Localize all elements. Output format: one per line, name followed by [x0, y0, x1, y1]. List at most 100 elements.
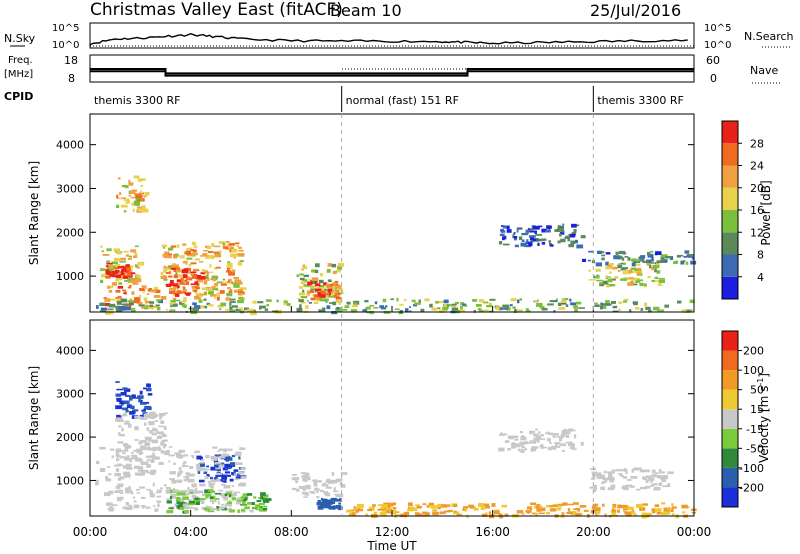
heatmap-cell [246, 493, 253, 496]
heatmap-cell [547, 437, 551, 442]
heatmap-cell [311, 277, 319, 281]
heatmap-cell [151, 454, 156, 459]
heatmap-cell [517, 448, 521, 452]
heatmap-cell [335, 285, 342, 289]
heatmap-cell [629, 309, 632, 313]
heatmap-cell [144, 422, 147, 426]
heatmap-cell [120, 450, 127, 452]
heatmap-cell [372, 504, 376, 507]
heatmap-cell [145, 413, 148, 416]
heatmap-cell [333, 295, 337, 298]
heatmap-cell [527, 310, 531, 313]
heatmap-cell [166, 450, 170, 454]
heatmap-cell [533, 433, 539, 437]
heatmap-cell [541, 241, 546, 245]
heatmap-cell [134, 278, 142, 283]
heatmap-cell [181, 280, 186, 285]
heatmap-cell [201, 493, 209, 496]
heatmap-cell [329, 302, 336, 304]
heatmap-cell [603, 470, 607, 474]
heatmap-cell [169, 290, 176, 294]
heatmap-cell [117, 477, 121, 481]
heatmap-cell [131, 309, 136, 313]
freq-label: Freq. [8, 55, 33, 66]
heatmap-cell [617, 504, 622, 509]
heatmap-cell [192, 307, 199, 311]
heatmap-cell [324, 285, 329, 288]
heatmap-cell [137, 261, 145, 266]
heatmap-cell [241, 499, 247, 502]
nsky-label: N.Sky [4, 32, 36, 45]
heatmap-cell [118, 419, 122, 423]
heatmap-cell [180, 490, 188, 493]
heatmap-cell [420, 308, 425, 312]
heatmap-cell [186, 257, 193, 260]
heatmap-cell [220, 479, 224, 482]
nsearch-label: N.Search [744, 30, 794, 43]
heatmap-cell [539, 438, 546, 440]
cpid-panel: CPID themis 3300 RF normal (fast) 151 RF t… [4, 86, 684, 112]
heatmap-cell [132, 496, 136, 499]
heatmap-cell [601, 251, 605, 254]
heatmap-cell [163, 269, 167, 273]
heatmap-cell [230, 253, 237, 258]
heatmap-cell [147, 440, 155, 442]
heatmap-cell [685, 261, 689, 265]
heatmap-cell [340, 484, 346, 488]
heatmap-cell [557, 227, 565, 232]
heatmap-cell [164, 251, 170, 256]
heatmap-cell [472, 299, 478, 302]
heatmap-cell [617, 270, 621, 272]
heatmap-cell [218, 465, 224, 468]
heatmap-cell [95, 479, 99, 482]
heatmap-cell [188, 264, 192, 267]
heatmap-cell [666, 507, 671, 510]
heatmap-cell [690, 260, 697, 265]
heatmap-cell [642, 469, 650, 473]
heatmap-cell [225, 297, 231, 301]
heatmap-cell [654, 504, 660, 508]
heatmap-cell [123, 292, 127, 295]
heatmap-cell [135, 297, 138, 299]
heatmap-cell [213, 507, 219, 511]
heatmap-cell [651, 508, 656, 512]
heatmap-cell [647, 486, 651, 489]
heatmap-cell [680, 260, 685, 265]
heatmap-cell [651, 469, 656, 474]
heatmap-cell [561, 302, 567, 305]
heatmap-cell [190, 249, 194, 252]
heatmap-cell [514, 309, 517, 313]
heatmap-cell [169, 478, 175, 481]
heatmap-cell [192, 302, 197, 306]
heatmap-cell [631, 271, 637, 273]
heatmap-cell [157, 432, 162, 435]
heatmap-cell [318, 279, 324, 284]
heatmap-cell [390, 504, 393, 507]
heatmap-cell [608, 276, 611, 278]
heatmap-cell [464, 507, 468, 512]
heatmap-cell [335, 494, 340, 498]
heatmap-cell [238, 296, 244, 300]
heatmap-cell [260, 492, 266, 496]
heatmap-cell [350, 309, 358, 313]
heatmap-cell [323, 491, 329, 494]
heatmap-cell [184, 260, 188, 263]
heatmap-cell [123, 423, 131, 425]
heatmap-cell [530, 230, 537, 233]
freq-lower-line [90, 70, 694, 77]
heatmap-cell [173, 462, 176, 465]
heatmap-cell [637, 272, 641, 276]
heatmap-cell [335, 297, 342, 300]
heatmap-cell [191, 275, 197, 279]
heatmap-cell [328, 292, 331, 296]
heatmap-cell [150, 459, 155, 463]
heatmap-cell [265, 299, 272, 302]
heatmap-cell [384, 514, 387, 517]
heatmap-cell [595, 262, 602, 267]
heatmap-cell [208, 489, 214, 492]
heatmap-cell [126, 455, 130, 459]
heatmap-cell [198, 299, 203, 303]
heatmap-cell [216, 266, 221, 269]
heatmap-cell [443, 303, 447, 307]
heatmap-cell [212, 286, 216, 290]
